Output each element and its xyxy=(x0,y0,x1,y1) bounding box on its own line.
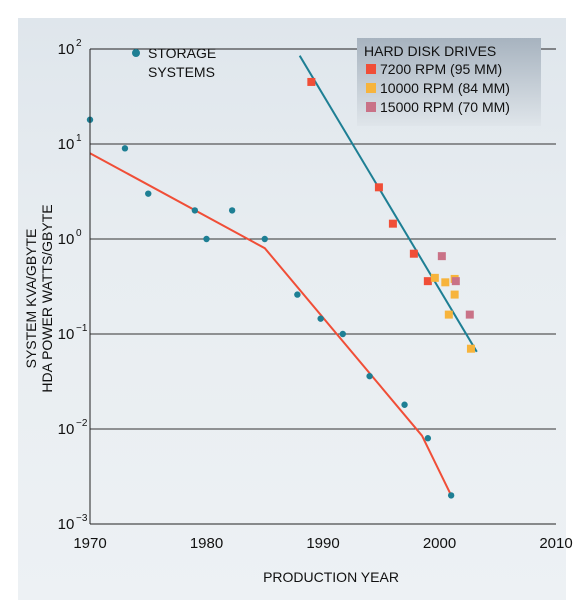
hdd-point xyxy=(450,290,459,299)
grid-lines xyxy=(90,143,556,430)
trend-lines xyxy=(89,55,478,496)
legend-hdd-label: 15000 RPM (70 MM) xyxy=(380,99,510,115)
storage-point xyxy=(424,435,432,442)
legend-hdd-marker xyxy=(366,83,376,93)
legend-hdd-box xyxy=(357,38,541,126)
storage-point xyxy=(294,291,301,298)
trend-line-1 xyxy=(89,152,453,496)
data-marks xyxy=(86,77,475,499)
x-tick-label: 1970 xyxy=(73,535,106,552)
y-tick-label: 10 −3 xyxy=(58,513,88,533)
y-axis-title-line1: SYSTEM KVA/GBYTE xyxy=(23,229,39,369)
legend-hdd: HARD DISK DRIVES 7200 RPM (95 MM) 10000 RP… xyxy=(357,38,541,126)
trend-line-2 xyxy=(298,55,478,353)
legend-storage-label: SYSTEMS xyxy=(148,64,215,80)
y-tick-label: 10 −2 xyxy=(58,418,88,438)
storage-point xyxy=(339,330,347,338)
hdd-point xyxy=(374,183,383,192)
x-tick-label: 1990 xyxy=(306,535,339,552)
y-tick-base: 10 xyxy=(58,231,75,248)
legend-hdd-marker xyxy=(366,64,376,74)
x-tick-label: 2010 xyxy=(539,535,572,552)
hdd-point xyxy=(441,278,450,287)
hdd-point xyxy=(430,273,439,282)
y-tick-exponent: 1 xyxy=(76,133,82,144)
y-axis-title-line2: HDA POWER WATTS/GBYTE xyxy=(39,204,55,392)
hdd-point xyxy=(465,310,474,319)
storage-point xyxy=(228,207,236,214)
legend-hdd-title: HARD DISK DRIVES xyxy=(364,43,496,59)
legend-hdd-label: 7200 RPM (95 MM) xyxy=(380,61,502,77)
hdd-point xyxy=(307,77,316,86)
storage-point xyxy=(121,145,129,152)
hdd-point xyxy=(409,249,418,258)
legend-hdd-marker xyxy=(366,102,376,112)
hdd-point xyxy=(423,277,432,286)
y-tick-exponent: −3 xyxy=(76,513,88,524)
x-tick-label: 1980 xyxy=(190,535,223,552)
hdd-point xyxy=(388,219,397,228)
legend-storage: STORAGE SYSTEMS xyxy=(132,45,216,80)
x-axis-title: PRODUCTION YEAR xyxy=(263,569,399,585)
y-tick-label: 10 1 xyxy=(58,133,82,153)
y-tick-exponent: 0 xyxy=(76,228,82,239)
legend-hdd-label: 10000 RPM (84 MM) xyxy=(380,80,510,96)
legend-storage-marker xyxy=(132,49,140,57)
storage-point xyxy=(317,315,324,322)
y-tick-label: 10 −1 xyxy=(58,323,88,343)
storage-point xyxy=(145,190,152,197)
y-tick-base: 10 xyxy=(58,326,75,343)
y-tick-base: 10 xyxy=(58,41,75,58)
storage-point xyxy=(401,401,408,408)
storage-point xyxy=(447,492,455,499)
y-tick-label: 10 2 xyxy=(58,38,82,58)
legend-storage-label: STORAGE xyxy=(148,45,216,61)
legend: STORAGE SYSTEMS HARD DISK DRIVES 7200 RPM (… xyxy=(132,38,541,126)
y-tick-base: 10 xyxy=(58,421,75,438)
storage-point xyxy=(261,235,268,243)
hdd-point xyxy=(437,252,446,261)
storage-point xyxy=(366,372,373,380)
x-tick-label: 2000 xyxy=(423,535,456,552)
hdd-point xyxy=(466,344,475,353)
y-tick-label: 10 0 xyxy=(58,228,82,248)
y-tick-exponent: 2 xyxy=(76,38,82,49)
storage-point xyxy=(203,235,210,243)
y-tick-base: 10 xyxy=(58,136,75,153)
hdd-point xyxy=(451,277,460,286)
storage-point xyxy=(191,207,199,214)
y-tick-base: 10 xyxy=(58,516,75,533)
y-tick-exponent: −2 xyxy=(76,418,88,429)
hdd-point xyxy=(444,310,453,319)
y-tick-exponent: −1 xyxy=(76,323,88,334)
